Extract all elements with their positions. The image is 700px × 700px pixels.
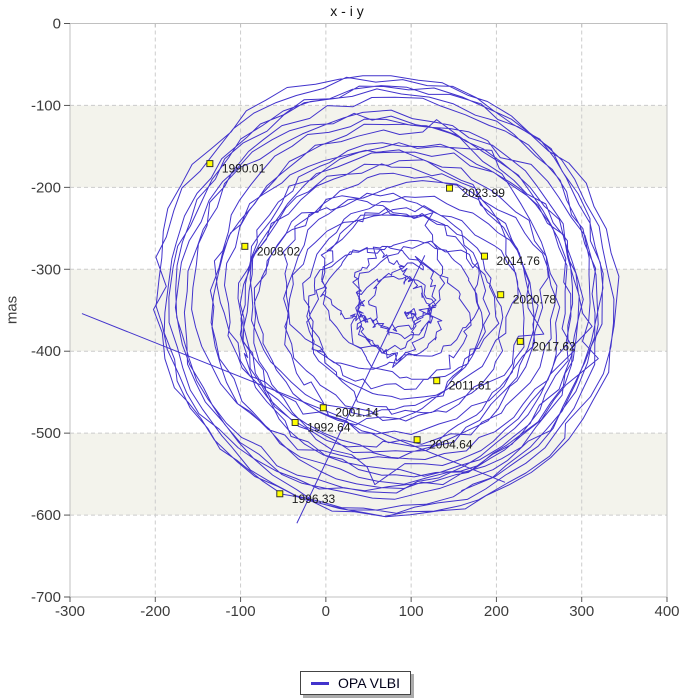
y-tick-label: -100 (31, 97, 61, 114)
legend-label: OPA VLBI (338, 675, 400, 691)
x-tick-label: 400 (654, 603, 679, 620)
epoch-marker (497, 291, 505, 299)
epoch-label: 2014.76 (496, 254, 540, 268)
x-tick-label: 0 (322, 603, 330, 620)
outlier-segment (81, 313, 506, 483)
epoch-marker (413, 436, 421, 444)
legend-box: OPA VLBI (300, 671, 411, 695)
x-tick-label: -300 (55, 603, 85, 620)
epoch-marker (291, 418, 299, 426)
epoch-marker (319, 404, 327, 412)
epoch-marker (241, 242, 249, 250)
y-tick-label: -500 (31, 425, 61, 442)
epoch-label: 2011.61 (449, 379, 492, 393)
polar-motion-path (153, 75, 620, 518)
epoch-label: 2001.14 (335, 406, 379, 420)
data-layer (81, 75, 620, 524)
epoch-label: 2017.62 (532, 339, 576, 353)
y-tick-label: -600 (31, 507, 61, 524)
shaded-band (70, 105, 667, 188)
epoch-marker (516, 337, 524, 345)
epoch-marker (206, 160, 214, 168)
epoch-label: 2008.02 (257, 244, 301, 258)
plot-border (69, 23, 668, 598)
epoch-label: 2023.99 (462, 186, 506, 200)
epoch-label: 1992.64 (307, 420, 351, 434)
y-tick-label: -400 (31, 343, 61, 360)
y-tick-label: -300 (31, 261, 61, 278)
shaded-band (70, 433, 667, 516)
x-tick-label: 100 (399, 603, 424, 620)
epoch-label: 2004.64 (429, 438, 473, 452)
x-tick-label: -200 (140, 603, 170, 620)
outlier-segment (296, 255, 426, 524)
y-tick-label: 0 (53, 16, 61, 33)
legend-line-swatch (311, 681, 329, 685)
y-tick-label: -200 (31, 179, 61, 196)
x-tick-label: 300 (569, 603, 594, 620)
epoch-marker (433, 377, 441, 385)
epoch-label: 2020.78 (513, 293, 557, 307)
epoch-marker (276, 490, 284, 498)
epoch-marker (480, 252, 488, 260)
x-tick-label: -100 (226, 603, 256, 620)
chart-title: x - i y (330, 3, 364, 19)
x-tick-label: 200 (484, 603, 509, 620)
epoch-label: 1990.01 (222, 162, 266, 176)
epoch-marker (446, 184, 454, 192)
epoch-label: 1996.33 (292, 492, 336, 506)
y-tick-label: -700 (31, 589, 61, 606)
